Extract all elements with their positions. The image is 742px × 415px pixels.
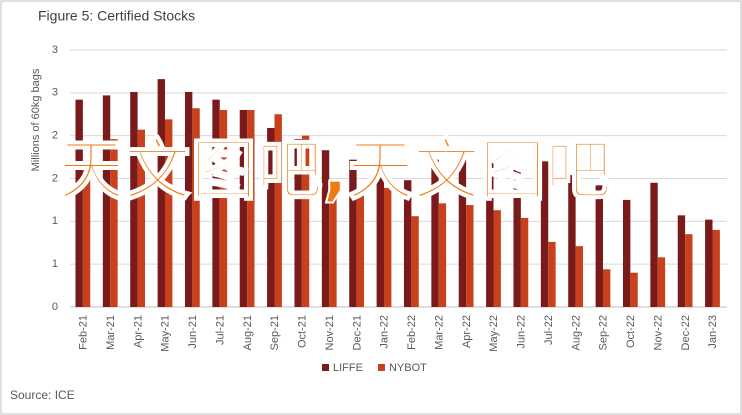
bar	[267, 127, 275, 307]
x-tick-label: Jan-23	[707, 315, 719, 349]
x-tick-label: Mar-21	[105, 315, 117, 350]
bar	[192, 108, 200, 308]
y-tick-label: 3	[52, 44, 58, 56]
x-tick-label: Sep-22	[598, 315, 610, 350]
x-tick-label: Apr-22	[461, 315, 473, 348]
y-tick-label: 1	[52, 258, 58, 270]
x-tick-label: Feb-22	[406, 315, 418, 350]
y-axis-label: Millions of 60kg bags	[30, 68, 42, 171]
x-tick-label: Nov-21	[324, 315, 336, 350]
bar	[458, 159, 467, 307]
x-tick-label: Apr-21	[132, 315, 144, 348]
bar	[431, 159, 439, 307]
bar	[540, 161, 549, 307]
y-tick-label: 3	[52, 87, 58, 99]
y-tick-label: 2	[52, 130, 58, 142]
legend-swatch	[377, 364, 385, 371]
x-tick-label: Jul-21	[214, 315, 226, 345]
x-tick-label: Jun-21	[187, 315, 199, 349]
bar	[82, 169, 91, 307]
bar	[486, 161, 494, 307]
legend-swatch	[322, 364, 329, 371]
x-tick-label: Jul-22	[543, 315, 555, 345]
bar	[712, 229, 720, 307]
bar	[466, 205, 474, 307]
bar	[356, 189, 365, 307]
bar	[685, 234, 693, 307]
bar	[657, 257, 666, 307]
bar	[164, 119, 173, 307]
bar	[411, 216, 419, 307]
bar	[602, 269, 611, 307]
y-tick-label: 2	[52, 172, 58, 184]
bar	[184, 91, 193, 307]
y-tick-label: 1	[52, 215, 58, 227]
bar	[110, 139, 118, 307]
x-tick-label: Dec-21	[351, 315, 363, 350]
bar	[329, 180, 337, 307]
bar	[376, 171, 384, 307]
bar	[137, 129, 146, 307]
chart-title: Figure 5: Certified Stocks	[38, 8, 195, 24]
legend-label: LIFFE	[333, 362, 363, 374]
x-tick-label: May-21	[160, 315, 172, 352]
bar	[239, 109, 248, 307]
bar	[548, 241, 556, 307]
x-tick-label: Aug-22	[570, 315, 582, 350]
x-tick-label: Mar-22	[433, 315, 445, 350]
bar	[130, 91, 138, 307]
bar	[705, 219, 713, 307]
bar	[321, 150, 330, 307]
bar	[493, 210, 501, 307]
bar	[219, 109, 228, 307]
bar	[630, 272, 638, 307]
x-tick-label: Oct-22	[625, 315, 637, 348]
bar	[513, 159, 521, 307]
bar	[294, 139, 302, 307]
x-tick-label: May-22	[488, 315, 500, 352]
x-tick-label: Feb-21	[78, 315, 90, 350]
bar	[650, 182, 658, 307]
x-tick-label: Sep-21	[269, 315, 281, 350]
bar	[274, 114, 282, 307]
bar	[383, 187, 392, 307]
bar	[595, 185, 603, 307]
x-tick-label: Oct-21	[297, 315, 309, 348]
x-tick-label: Jan-22	[379, 315, 391, 349]
source: Source: ICE	[10, 388, 75, 402]
bar	[75, 99, 83, 307]
bar	[568, 175, 576, 307]
bar	[212, 99, 220, 307]
bar	[677, 215, 686, 307]
bar	[247, 109, 255, 307]
y-tick-label: 0	[52, 301, 58, 313]
bar	[575, 246, 584, 307]
bar	[157, 79, 165, 307]
x-tick-label: Dec-22	[680, 315, 692, 350]
bar	[403, 180, 412, 307]
x-tick-label: Jun-22	[516, 315, 528, 349]
x-tick-label: Aug-21	[242, 315, 254, 350]
bar	[301, 135, 310, 307]
legend-label: NYBOT	[389, 362, 427, 374]
bar	[622, 199, 631, 307]
x-tick-label: Nov-22	[652, 315, 664, 350]
watermark: 天文图吧,天文图吧	[57, 131, 612, 210]
bar	[102, 95, 111, 307]
bar	[349, 159, 357, 307]
bar	[520, 217, 529, 307]
bar	[438, 203, 447, 307]
